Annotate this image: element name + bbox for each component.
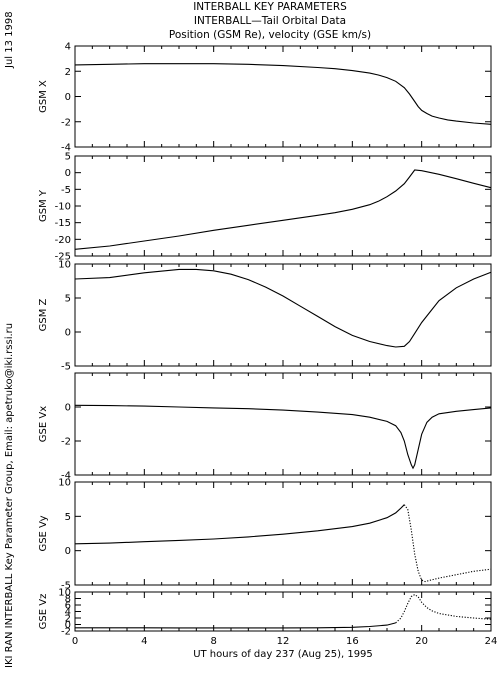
y-tick-label: -2 <box>61 117 71 128</box>
panel-frame-gse-vx <box>74 372 492 476</box>
y-axis-label-gsm-x: GSM X <box>38 80 49 113</box>
y-axis-label-gsm-z: GSM Z <box>38 298 49 331</box>
x-tick-label: 4 <box>141 636 147 647</box>
y-tick-label: 5 <box>65 512 71 523</box>
chart-title-line-1: INTERBALL KEY PARAMETERS <box>193 1 347 13</box>
panel-frame-gsm-y <box>74 155 492 257</box>
series-line-gsm-x <box>74 63 492 125</box>
y-tick-label: -5 <box>61 362 71 373</box>
y-tick-label: 0 <box>65 92 71 103</box>
y-tick-label: 10 <box>58 588 71 599</box>
x-axis-label: UT hours of day 237 (Aug 25), 1995 <box>193 649 373 660</box>
y-tick-label: 8 <box>65 594 71 605</box>
y-tick-label: 6 <box>65 601 71 612</box>
y-tick-label: 0 <box>65 546 71 557</box>
y-tick-label: 0 <box>65 168 71 179</box>
series-line-dotted-gse-vy <box>403 504 492 583</box>
y-tick-label: 0 <box>65 328 71 339</box>
y-tick-label: 0 <box>65 620 71 631</box>
y-tick-label: 4 <box>65 607 71 618</box>
y-axis-label-gsm-y: GSM Y <box>38 189 49 222</box>
y-tick-label: -25 <box>55 252 71 263</box>
y-tick-label: -5 <box>61 581 71 592</box>
y-tick-label: -15 <box>55 218 71 229</box>
y-tick-label: -4 <box>61 143 71 154</box>
series-line-gse-vz <box>75 622 396 629</box>
panel-frame-gse-vy <box>74 481 492 586</box>
y-tick-label: 4 <box>65 42 71 53</box>
x-tick-label: 8 <box>210 636 216 647</box>
series-line-dotted-gse-vz <box>395 593 492 624</box>
y-tick-label: -4 <box>61 471 71 482</box>
y-tick-label: 5 <box>65 152 71 163</box>
panel-frame-gsm-z <box>74 263 492 367</box>
x-tick-label: 16 <box>346 636 359 647</box>
x-tick-label: 0 <box>72 636 78 647</box>
y-axis-label-gse-vy: GSE Vy <box>38 515 49 551</box>
x-tick-label: 24 <box>485 636 498 647</box>
y-tick-label: 0 <box>65 403 71 414</box>
y-tick-label: 2 <box>65 614 71 625</box>
chart-title-line-3: Position (GSM Re), velocity (GSE km/s) <box>168 29 372 41</box>
series-line-gse-vx <box>74 404 492 470</box>
y-tick-label: -10 <box>55 202 71 213</box>
series-line-gsm-y <box>74 169 492 250</box>
x-tick-label: 20 <box>415 636 428 647</box>
series-line-gsm-z <box>74 268 492 348</box>
y-axis-label-gse-vx: GSE Vx <box>38 406 49 442</box>
panel-frame-gsm-x <box>74 45 492 148</box>
y-tick-label: 10 <box>58 478 71 489</box>
series-line-gse-vy <box>74 504 405 545</box>
y-tick-label: 5 <box>65 294 71 305</box>
x-tick-label: 12 <box>277 636 290 647</box>
y-tick-label: 10 <box>58 260 71 271</box>
y-tick-label: -5 <box>61 185 71 196</box>
y-tick-label: -20 <box>55 235 71 246</box>
chart-title-line-2: INTERBALL—Tail Orbital Data <box>193 15 347 27</box>
y-axis-label-gse-vz: GSE Vz <box>38 594 49 630</box>
y-tick-label: -2 <box>61 437 71 448</box>
y-tick-label: -2 <box>61 627 71 638</box>
y-tick-label: 2 <box>65 67 71 78</box>
